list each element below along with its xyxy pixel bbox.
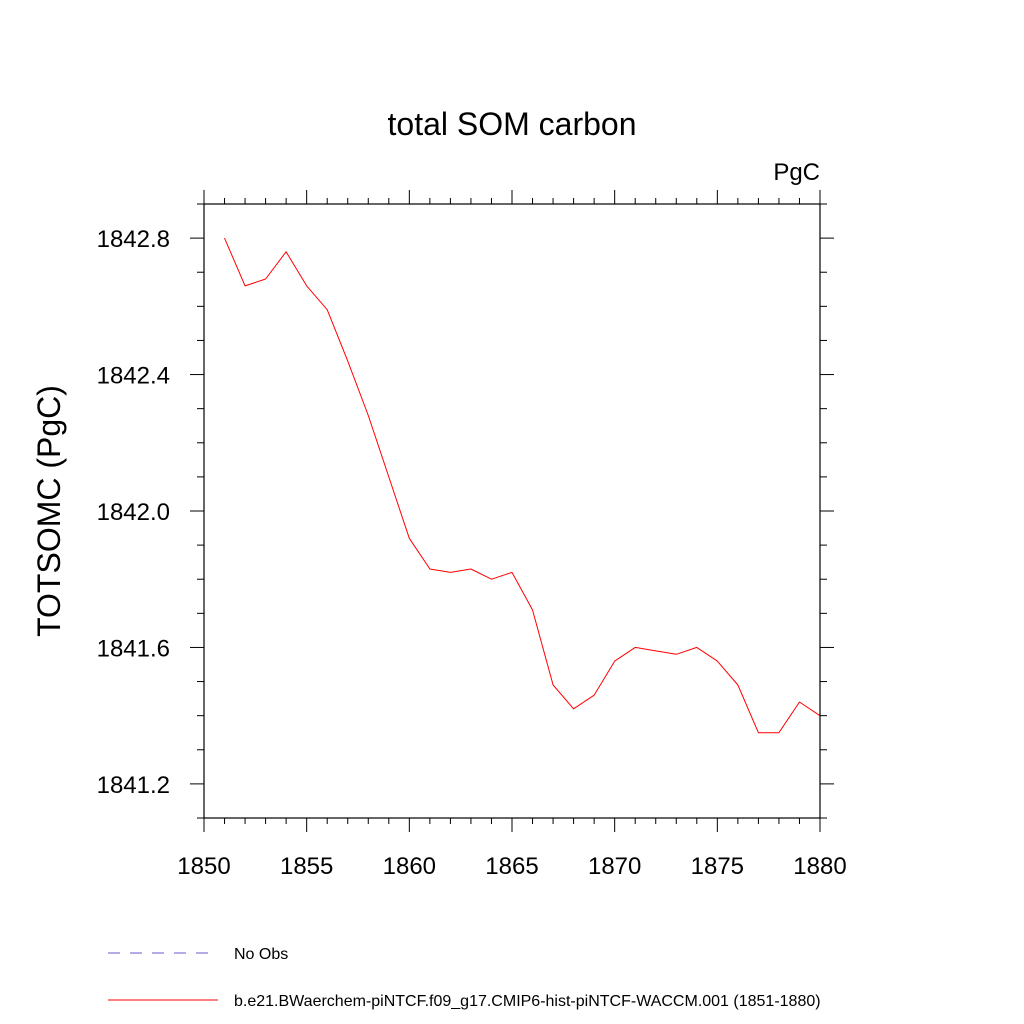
x-tick-label-1865: 1865 [485,853,538,880]
data-point-1855 [306,285,307,286]
legend-label-no-obs: No Obs [234,946,288,963]
x-tick-label-1850: 1850 [177,853,230,880]
data-point-1865 [511,572,512,573]
data-point-1878 [778,732,779,733]
data-point-1859 [388,476,389,477]
data-point-1858 [368,415,369,416]
data-point-1852 [245,285,246,286]
series-line-0 [224,237,821,734]
data-point-1876 [737,684,738,685]
data-point-1860 [409,538,410,539]
chart-title: total SOM carbon [388,106,637,142]
y-tick-label-1841.2: 1841.2 [97,772,170,799]
data-point-1857 [347,360,348,361]
data-point-1879 [799,701,800,702]
data-point-1862 [450,572,451,573]
data-point-1871 [635,647,636,648]
data-point-1872 [655,650,656,651]
x-tick-label-1860: 1860 [383,853,436,880]
data-point-1866 [532,609,533,610]
data-point-1867 [553,684,554,685]
x-tick-label-1870: 1870 [588,853,641,880]
x-tick-label-1880: 1880 [793,853,846,880]
plot-frame [203,203,821,819]
legend: No Obs b.e21.BWaerchem-piNTCF.f09_g17.CM… [108,946,821,1010]
data-point-1874 [696,647,697,648]
x-tick-label-1875: 1875 [691,853,744,880]
data-point-1875 [717,661,718,662]
y-axis-label: TOTSOMC (PgC) [31,385,67,637]
data-point-1864 [491,579,492,580]
x-tick-label-1855: 1855 [280,853,333,880]
data-point-1869 [594,695,595,696]
units-label: PgC [773,159,820,186]
data-point-1854 [286,251,287,252]
data-point-1856 [327,309,328,310]
data-point-1853 [265,278,266,279]
data-point-1870 [614,661,615,662]
legend-label-model-run: b.e21.BWaerchem-piNTCF.f09_g17.CMIP6-his… [234,993,821,1010]
y-tick-label-1842.0: 1842.0 [97,499,170,526]
data-point-1863 [470,568,471,569]
data-point-1861 [429,568,430,569]
y-tick-label-1842.8: 1842.8 [97,226,170,253]
data-point-1868 [573,708,574,709]
data-point-1851 [224,238,225,239]
data-point-1877 [758,732,759,733]
data-point-1873 [676,654,677,655]
y-tick-label-1842.4: 1842.4 [97,363,170,390]
plot-layer: 1850 1855 1860 1865 1870 1875 1880 1841.2 1841.6… [97,190,847,880]
y-tick-label-1841.6: 1841.6 [97,635,170,662]
